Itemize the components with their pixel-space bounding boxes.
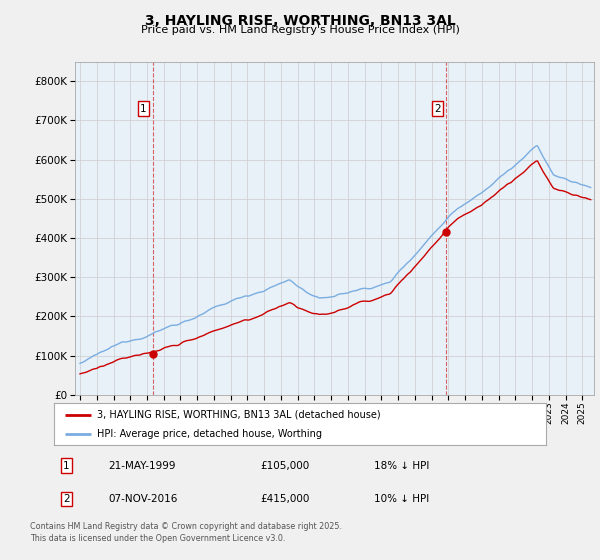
Text: 3, HAYLING RISE, WORTHING, BN13 3AL (detached house): 3, HAYLING RISE, WORTHING, BN13 3AL (det… [97, 409, 381, 419]
Text: Contains HM Land Registry data © Crown copyright and database right 2025.
This d: Contains HM Land Registry data © Crown c… [30, 522, 342, 543]
Text: Price paid vs. HM Land Registry's House Price Index (HPI): Price paid vs. HM Land Registry's House … [140, 25, 460, 35]
Text: 10% ↓ HPI: 10% ↓ HPI [374, 494, 429, 504]
Text: 1: 1 [63, 461, 70, 470]
Text: HPI: Average price, detached house, Worthing: HPI: Average price, detached house, Wort… [97, 429, 322, 439]
Text: 2: 2 [63, 494, 70, 504]
Text: 1: 1 [140, 104, 146, 114]
Text: £415,000: £415,000 [260, 494, 310, 504]
Text: £105,000: £105,000 [260, 461, 310, 470]
Text: 18% ↓ HPI: 18% ↓ HPI [374, 461, 429, 470]
Text: 2: 2 [434, 104, 441, 114]
Text: 3, HAYLING RISE, WORTHING, BN13 3AL: 3, HAYLING RISE, WORTHING, BN13 3AL [145, 14, 455, 28]
Text: 21-MAY-1999: 21-MAY-1999 [108, 461, 176, 470]
Text: 07-NOV-2016: 07-NOV-2016 [108, 494, 178, 504]
